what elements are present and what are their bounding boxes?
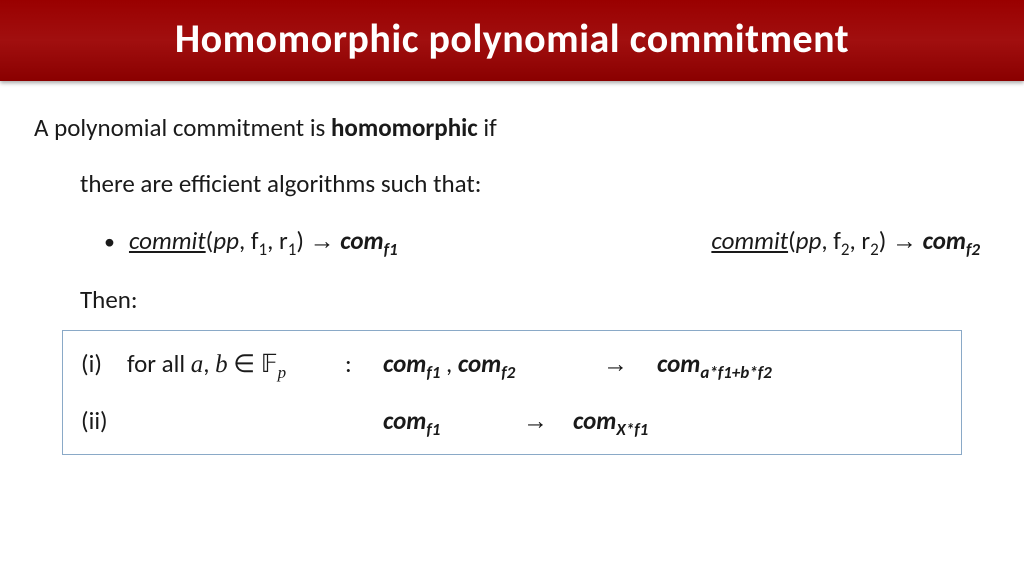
commit-pair: commit(pp, f1, r1) → comf1 commit(pp, f2… (129, 222, 990, 261)
properties-box: (i) for all a, b ∈ 𝔽p : comf1 , comf2 → … (62, 330, 962, 455)
row2-rhs-com: com (573, 405, 616, 436)
lhs-com2-sub: f2 (501, 362, 515, 383)
slide: Homomorphic polynomial commitment A poly… (0, 0, 1024, 576)
sep1-r: , f (821, 225, 841, 256)
sep1: , f (239, 225, 259, 256)
row1-lhs: comf1 , comf2 (383, 345, 603, 383)
intro-bold: homomorphic (331, 112, 478, 143)
in-symbol: ∈ (228, 348, 261, 379)
commit-right: commit(pp, f2, r2) → comf2 (711, 222, 980, 261)
arrow-icon: → (310, 228, 335, 255)
com-f2: com (917, 225, 966, 256)
lhs-com2: com (458, 348, 501, 379)
bullet-icon: • (104, 225, 115, 258)
roman-ii: (ii) (81, 402, 127, 440)
commit-func-right: commit (711, 225, 788, 256)
com-f2-sub: f2 (966, 239, 980, 260)
intro-suffix: if (478, 112, 497, 143)
lhs-sep: , (440, 348, 458, 379)
f2-sub: 2 (841, 239, 850, 260)
row1-arrow-icon: → (603, 346, 657, 384)
commit-left: commit(pp, f1, r1) → comf1 (129, 222, 398, 261)
var-a: a (191, 351, 204, 378)
slide-title: Homomorphic polynomial commitment (0, 14, 1024, 63)
subclause: there are efficient algorithms such that… (34, 165, 990, 203)
commit-func-left: commit (129, 225, 206, 256)
pp-arg: pp (213, 225, 239, 256)
commit-bullet-row: • commit(pp, f1, r1) → comf1 commit(pp, … (34, 222, 990, 261)
then-label: Then: (34, 281, 990, 319)
property-i: (i) for all a, b ∈ 𝔽p : comf1 , comf2 → … (81, 345, 943, 384)
f1-sub: 1 (259, 239, 268, 260)
title-bar: Homomorphic polynomial commitment (0, 0, 1024, 81)
sep2: , r (267, 225, 288, 256)
field-F: 𝔽 (261, 351, 278, 378)
row2-com: com (383, 405, 426, 436)
arrow-icon-r: → (892, 228, 917, 255)
intro-line: A polynomial commitment is homomorphic i… (34, 109, 990, 147)
field-p: p (278, 363, 287, 382)
rhs-com-sub: a*f1+b*f2 (700, 362, 771, 383)
pp-arg-r: pp (796, 225, 822, 256)
slide-content: A polynomial commitment is homomorphic i… (0, 81, 1024, 455)
com-f1: com (335, 225, 384, 256)
var-b: b (215, 351, 228, 378)
lhs-com1: com (383, 348, 426, 379)
paren-open-r: ( (788, 225, 796, 256)
lhs-com1-sub: f1 (426, 362, 440, 383)
paren-close: ) (296, 225, 309, 256)
row1-rhs: coma*f1+b*f2 (657, 345, 943, 383)
paren-close-r: ) (879, 225, 892, 256)
property-ii: (ii) comf1 → comX*f1 (81, 402, 943, 441)
row2-com-sub: f1 (426, 419, 440, 440)
sep2-r: , r (850, 225, 871, 256)
rhs-com: com (657, 348, 700, 379)
forall-pre: for all (127, 348, 191, 379)
intro-prefix: A polynomial commitment is (34, 112, 331, 143)
forall-clause: for all a, b ∈ 𝔽p (127, 345, 345, 384)
roman-i: (i) (81, 345, 127, 383)
colon: : (345, 345, 383, 383)
row2-rhs-sub: X*f1 (616, 419, 648, 440)
com-f1-sub: f1 (384, 239, 398, 260)
r2-sub: 2 (870, 239, 879, 260)
row2-rhs: comX*f1 (573, 402, 943, 440)
comma: , (203, 348, 215, 379)
